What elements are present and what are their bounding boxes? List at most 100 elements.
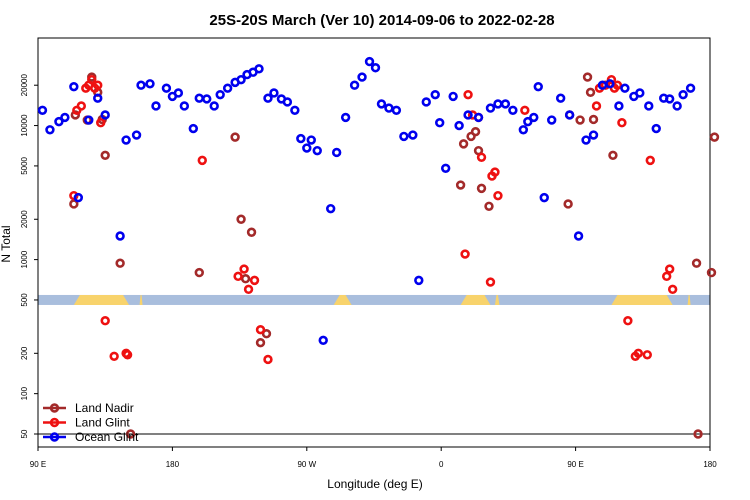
ocean-glint-point bbox=[473, 112, 484, 123]
land-glint-point bbox=[255, 325, 266, 335]
land-glint-point bbox=[661, 271, 672, 282]
x-tick-label: 90 W bbox=[297, 460, 316, 469]
legend-label-land-nadir: Land Nadir bbox=[75, 401, 134, 415]
ocean-glint-point bbox=[290, 105, 300, 115]
legend-label-ocean-glint: Ocean Glint bbox=[75, 430, 139, 444]
ocean-glint-point bbox=[121, 135, 131, 145]
ocean-glint-point bbox=[209, 101, 219, 111]
ocean-glint-point bbox=[414, 275, 424, 286]
ocean-glint-point bbox=[463, 110, 473, 120]
x-tick-label: 180 bbox=[166, 460, 180, 469]
land-glint-point bbox=[463, 89, 473, 100]
data-points bbox=[37, 56, 720, 439]
land-glint-point bbox=[87, 74, 97, 85]
land-glint-point bbox=[476, 152, 487, 162]
land-nadir-point bbox=[100, 150, 110, 160]
ocean-glint-point bbox=[302, 143, 312, 153]
ocean-glint-point bbox=[430, 89, 440, 100]
ocean-glint-point bbox=[364, 56, 375, 67]
land-nadir-point bbox=[484, 201, 494, 211]
land-glint-point bbox=[623, 316, 633, 326]
land-glint-point bbox=[645, 155, 655, 166]
land-nadir-point bbox=[455, 180, 466, 190]
ocean-glint-point bbox=[151, 101, 161, 111]
land-glint-point bbox=[249, 275, 260, 286]
ocean-glint-point bbox=[581, 135, 591, 145]
ocean-glint-point bbox=[605, 79, 615, 89]
y-axis-title: N Total bbox=[0, 225, 13, 262]
land-nadir-point bbox=[240, 274, 251, 284]
x-axis-title: Longitude (deg E) bbox=[327, 477, 422, 491]
ocean-glint-point bbox=[635, 88, 645, 98]
land-glint-point bbox=[197, 155, 207, 166]
ocean-glint-point bbox=[100, 110, 110, 120]
land-nadir-point bbox=[608, 150, 618, 160]
land-patch bbox=[139, 294, 143, 305]
land-glint-point bbox=[490, 167, 500, 177]
ocean-glint-point bbox=[73, 192, 84, 203]
land-patch bbox=[333, 294, 352, 305]
land-nadir-point bbox=[470, 126, 481, 137]
legend-marker-land-nadir bbox=[49, 403, 60, 413]
ocean-glint-point bbox=[173, 88, 184, 98]
ocean-glint-point bbox=[376, 99, 387, 109]
ocean-glint-point bbox=[644, 101, 654, 111]
land-nadir-point bbox=[476, 183, 487, 194]
ocean-glint-point bbox=[614, 101, 624, 111]
series-ocean-glint bbox=[37, 56, 696, 346]
y-tick-label: 1000 bbox=[20, 250, 29, 268]
series-land-glint bbox=[69, 74, 678, 365]
land-glint-point bbox=[239, 264, 249, 274]
ocean-glint-point bbox=[493, 99, 503, 109]
ocean-glint-point bbox=[620, 83, 630, 93]
x-tick-label: 90 E bbox=[30, 460, 46, 469]
ocean-glint-point bbox=[215, 89, 225, 100]
ocean-glint-point bbox=[312, 145, 322, 156]
ocean-glint-point bbox=[651, 123, 661, 134]
land-glint-point bbox=[109, 351, 119, 361]
ocean-glint-point bbox=[340, 112, 351, 123]
land-nadir-point bbox=[236, 214, 246, 224]
ocean-glint-point bbox=[685, 83, 696, 93]
y-tick-label: 500 bbox=[20, 293, 29, 307]
x-tick-label: 180 bbox=[703, 460, 717, 469]
legend-marker-land-glint bbox=[49, 417, 60, 428]
land-nadir-point bbox=[693, 429, 703, 439]
land-glint-point bbox=[642, 350, 652, 360]
ocean-glint-point bbox=[454, 120, 464, 131]
ocean-glint-point bbox=[408, 130, 418, 140]
legend-label-land-glint: Land Glint bbox=[75, 416, 130, 430]
ocean-glint-point bbox=[54, 116, 64, 127]
ocean-glint-point bbox=[115, 231, 125, 241]
ocean-glint-point bbox=[435, 118, 445, 128]
ocean-glint-point bbox=[678, 89, 688, 100]
ocean-glint-point bbox=[440, 163, 451, 173]
land-patch bbox=[460, 294, 491, 305]
ocean-glint-point bbox=[349, 80, 360, 90]
ocean-glint-point bbox=[370, 63, 381, 73]
ocean-glint-point bbox=[306, 135, 316, 145]
land-glint-point bbox=[667, 284, 678, 295]
ocean-glint-point bbox=[45, 125, 55, 135]
y-tick-label: 100 bbox=[20, 386, 29, 400]
ocean-glint-point bbox=[318, 335, 328, 346]
ocean-glint-point bbox=[508, 105, 518, 115]
land-glint-point bbox=[100, 316, 110, 326]
chart-title: 25S-20S March (Ver 10) 2014-09-06 to 202… bbox=[209, 12, 554, 29]
land-nadir-point bbox=[458, 139, 469, 149]
y-tick-label: 2000 bbox=[20, 210, 29, 228]
ocean-glint-point bbox=[357, 72, 367, 82]
ocean-glint-point bbox=[518, 125, 529, 135]
land-nadir-point bbox=[709, 132, 720, 142]
land-nadir-point bbox=[706, 267, 717, 278]
plot-frame bbox=[37, 37, 711, 448]
ocean-glint-point bbox=[194, 93, 204, 103]
ocean-glint-point bbox=[188, 123, 199, 134]
ocean-glint-point bbox=[84, 115, 94, 125]
y-tick-label: 200 bbox=[20, 346, 29, 360]
ocean-glint-point bbox=[222, 83, 233, 93]
ocean-glint-point bbox=[523, 116, 533, 127]
land-nadir-point bbox=[194, 267, 204, 278]
